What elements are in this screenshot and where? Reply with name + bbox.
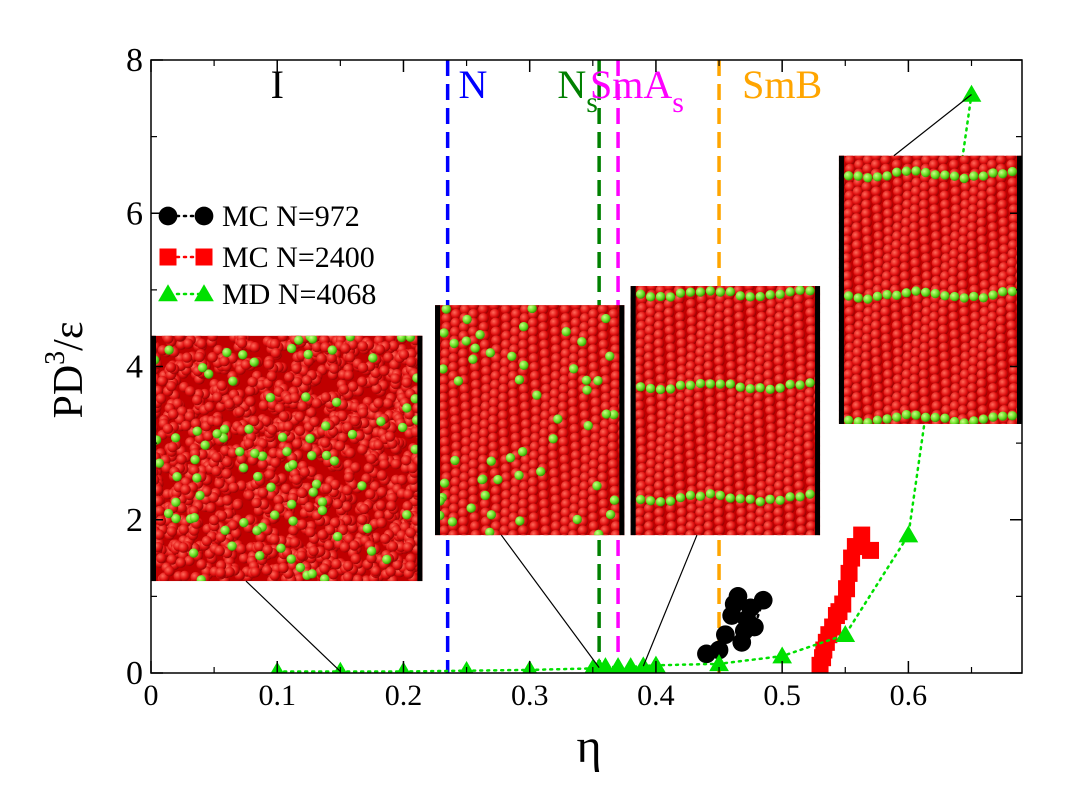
inset-nematic xyxy=(435,305,625,536)
phase-boundaries xyxy=(445,60,721,673)
series-2-point-12 xyxy=(709,654,729,672)
series-0-point-2 xyxy=(716,625,735,645)
phase-label-text: I xyxy=(271,62,284,107)
series-0-point-11 xyxy=(753,590,773,610)
series-2-point-14 xyxy=(835,624,856,642)
legend-marker-1-a xyxy=(159,248,177,266)
legend-label-md4068: MD N=4068 xyxy=(222,278,376,311)
series-1-point-5 xyxy=(838,580,856,598)
series-2-point-9 xyxy=(621,657,640,673)
y-tick-label-4: 8 xyxy=(126,42,143,79)
inset-smectic-b xyxy=(838,155,1022,424)
phase-label-3: SmAs xyxy=(590,62,684,119)
series-line-2 xyxy=(275,93,973,673)
phase-label-text: N xyxy=(557,62,586,107)
y-tick-label-2: 4 xyxy=(126,349,143,386)
y-axis-label: PD3/ε xyxy=(40,321,92,418)
series-2-point-8 xyxy=(608,657,628,673)
x-axis-label: η xyxy=(576,720,601,773)
inset-smectic-a xyxy=(630,286,821,536)
phase-label-2: Ns xyxy=(557,62,598,119)
legend-label-mc2400: MC N=2400 xyxy=(222,241,375,274)
legend-label-mc972: MC N=972 xyxy=(222,200,360,233)
y-axis-label-sup: 3 xyxy=(40,351,71,365)
inset-connector-smectic-b xyxy=(893,94,972,157)
inset-particles xyxy=(630,286,821,536)
x-tick-label-0: 0 xyxy=(144,679,159,712)
inset-connector-smectic-a xyxy=(642,534,698,667)
inset-left-edge xyxy=(151,335,156,582)
inset-right-edge xyxy=(417,335,423,582)
x-tick-label-1: 0.1 xyxy=(258,679,296,712)
x-tick-label-3: 0.3 xyxy=(511,679,549,712)
legend-marker-2-b xyxy=(194,284,214,302)
series-2-point-16 xyxy=(961,84,982,102)
series-2-point-15 xyxy=(898,525,919,543)
legend-marker-0-a xyxy=(158,206,178,226)
series-1-point-0 xyxy=(862,541,880,559)
phase-label-subscript: s xyxy=(672,86,684,119)
inset-particles xyxy=(838,155,1022,424)
phase-label-text: N xyxy=(458,62,487,107)
series-2-point-7 xyxy=(596,657,615,673)
x-tick-label-2: 0.2 xyxy=(385,679,423,712)
legend-marker-0-b xyxy=(194,206,214,226)
svg-text:PD3/ε: PD3/ε xyxy=(40,321,92,418)
y-axis-label-tail: /ε xyxy=(46,321,92,350)
series-1-point-14 xyxy=(811,656,829,673)
x-tick-label-6: 0.6 xyxy=(890,679,928,712)
x-tick-label-5: 0.5 xyxy=(763,679,801,712)
y-axis-label-main: PD xyxy=(46,365,92,419)
inset-connector-isotropic xyxy=(245,580,341,672)
snapshot-insets xyxy=(151,94,1022,672)
y-tick-label-0: 0 xyxy=(126,655,143,692)
inset-left-edge xyxy=(630,286,636,536)
y-tick-label-1: 2 xyxy=(126,502,143,539)
phase-label-subscript: s xyxy=(586,86,598,119)
x-tick-label-4: 0.4 xyxy=(637,679,675,712)
series-1-point-3 xyxy=(843,549,861,567)
legend-marker-1-b xyxy=(195,248,213,266)
inset-right-edge xyxy=(619,305,625,536)
series-1-point-4 xyxy=(840,564,858,582)
phase-label-text: SmA xyxy=(590,62,672,107)
legend: MC N=972 MC N=2400 MD N=4068 xyxy=(158,200,376,311)
inset-particles xyxy=(151,335,423,582)
inset-left-edge xyxy=(435,305,441,536)
series-0-point-1 xyxy=(709,640,729,660)
series-2-point-13 xyxy=(772,646,793,664)
series-0-point-5 xyxy=(728,587,748,606)
phase-label-1: N xyxy=(458,62,487,107)
series-0-point-10 xyxy=(745,617,764,637)
y-tick-label-3: 6 xyxy=(126,195,143,232)
inset-right-edge xyxy=(815,286,821,536)
legend-marker-2-a xyxy=(158,284,178,302)
axes: 0 0.1 0.2 0.3 0.4 0.5 0.6 0 2 4 6 8 xyxy=(126,42,1022,712)
phase-label-0: I xyxy=(271,62,284,107)
inset-isotropic xyxy=(151,335,423,582)
inset-connector-nematic xyxy=(500,534,600,668)
inset-left-edge xyxy=(838,155,844,424)
